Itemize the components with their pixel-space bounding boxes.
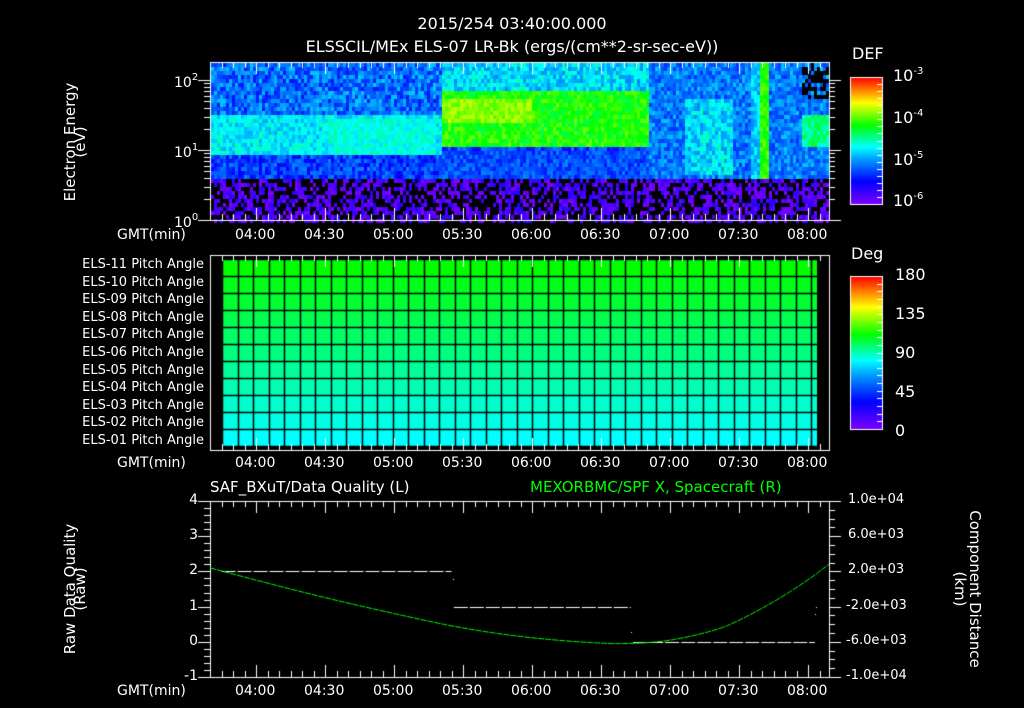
pitch-row-label: ELS-07 Pitch Angle xyxy=(82,327,204,343)
y-tick-1: 100 xyxy=(174,212,199,231)
pitch-xlabel: GMT(min) xyxy=(117,455,186,471)
time-tick-label: 07:30 xyxy=(718,455,759,471)
pitch-row-label: ELS-08 Pitch Angle xyxy=(82,309,204,325)
right-tick-label: 1.0e+04 xyxy=(848,492,905,507)
time-tick-label: 08:00 xyxy=(787,683,828,699)
def-tick-1e-4: 10-4 xyxy=(893,108,924,127)
time-tick-label: 04:30 xyxy=(304,683,345,699)
time-tick-label: 06:00 xyxy=(511,455,552,471)
deg-tick-90: 90 xyxy=(895,343,916,362)
spectrogram-xlabel: GMT(min) xyxy=(117,227,186,243)
def-tick-1e-3: 10-3 xyxy=(893,66,924,85)
plot-title: ELSSCIL/MEx ELS-07 LR-Bk (ergs/(cm**2-sr… xyxy=(305,37,719,56)
def-tick-1e-6: 10-6 xyxy=(893,191,924,210)
left-tick-label: 2 xyxy=(189,562,198,579)
def-colorbar-title: DEF xyxy=(852,44,884,63)
right-tick-label: -6.0e+03 xyxy=(846,632,907,648)
time-tick-label: 06:00 xyxy=(511,683,552,699)
left-tick-label: 1 xyxy=(189,597,198,614)
time-tick-label: 05:30 xyxy=(442,455,483,471)
pitch-row-label: ELS-06 Pitch Angle xyxy=(82,345,204,360)
right-tick-label: -1.0e+04 xyxy=(846,668,907,683)
pitch-row-label: ELS-01 Pitch Angle xyxy=(82,433,204,448)
time-tick-label: 06:30 xyxy=(580,227,621,243)
spectrogram-ylabel-unit: (eV) xyxy=(71,126,89,158)
time-tick-label: 05:00 xyxy=(373,227,414,243)
time-tick-label: 06:30 xyxy=(580,455,621,471)
time-tick-label: 05:30 xyxy=(442,683,483,699)
y-tick-100: 102 xyxy=(174,72,199,91)
time-tick-label: 06:00 xyxy=(511,227,552,243)
time-tick-label: 04:00 xyxy=(235,455,276,471)
pitch-row-label: ELS-05 Pitch Angle xyxy=(82,362,204,378)
y-tick-10: 101 xyxy=(174,142,199,161)
pitch-row-label: ELS-04 Pitch Angle xyxy=(82,380,204,396)
time-tick-label: 05:30 xyxy=(442,227,483,243)
left-tick-label: 4 xyxy=(189,492,198,508)
deg-tick-0: 0 xyxy=(895,421,906,440)
deg-colorbar-title: Deg xyxy=(851,244,884,263)
time-tick-label: 04:30 xyxy=(304,227,345,243)
pitch-row-label: ELS-11 Pitch Angle xyxy=(82,257,204,272)
right-ylabel-unit: (km) xyxy=(951,571,969,607)
time-tick-label: 07:00 xyxy=(649,455,690,471)
left-series-title: SAF_BXuT/Data Quality (L) xyxy=(210,478,410,496)
pitch-row-label: ELS-03 Pitch Angle xyxy=(82,397,204,413)
time-tick-label: 07:00 xyxy=(649,683,690,699)
time-tick-label: 08:00 xyxy=(787,227,828,243)
pitch-row-label: ELS-09 Pitch Angle xyxy=(82,292,204,308)
pitch-row-label: ELS-10 Pitch Angle xyxy=(82,274,204,290)
deg-tick-135: 135 xyxy=(895,304,926,323)
right-tick-label: 6.0e+03 xyxy=(848,527,905,543)
timeseries-xlabel: GMT(min) xyxy=(117,683,186,699)
right-tick-label: 2.0e+03 xyxy=(848,562,905,578)
left-tick-label: -1 xyxy=(184,668,198,684)
time-tick-label: 04:00 xyxy=(235,227,276,243)
time-tick-label: 07:00 xyxy=(649,227,690,243)
time-tick-label: 05:00 xyxy=(373,683,414,699)
deg-tick-180: 180 xyxy=(895,265,926,284)
left-ylabel-unit: (Raw) xyxy=(71,567,89,611)
left-tick-label: 0 xyxy=(189,632,198,649)
time-tick-label: 08:00 xyxy=(787,455,828,471)
plot-timestamp: 2015/254 03:40:00.000 xyxy=(417,14,607,33)
time-tick-label: 04:30 xyxy=(304,455,345,471)
time-tick-label: 06:30 xyxy=(580,683,621,699)
def-tick-1e-5: 10-5 xyxy=(893,150,924,169)
left-tick-label: 3 xyxy=(189,527,198,544)
pitch-row-label: ELS-02 Pitch Angle xyxy=(82,415,204,431)
time-tick-label: 04:00 xyxy=(235,683,276,699)
time-tick-label: 05:00 xyxy=(373,455,414,471)
time-tick-label: 07:30 xyxy=(718,683,759,699)
right-series-title: MEXORBMC/SPF X, Spacecraft (R) xyxy=(530,478,782,496)
right-tick-label: -2.0e+03 xyxy=(846,597,907,613)
time-tick-label: 07:30 xyxy=(718,227,759,243)
deg-tick-45: 45 xyxy=(895,382,916,401)
